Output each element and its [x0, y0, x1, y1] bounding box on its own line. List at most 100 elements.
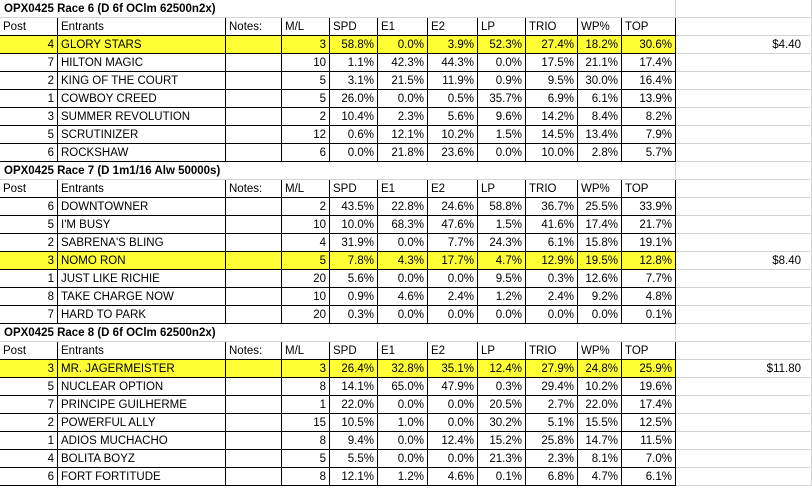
cell-entrant[interactable]: SCRUTINIZER: [58, 126, 226, 144]
cell-spd[interactable]: 31.9%: [330, 234, 378, 252]
cell-e1[interactable]: 0.0%: [378, 450, 428, 468]
column-header-top[interactable]: TOP: [622, 18, 676, 36]
empty-cell[interactable]: [676, 0, 812, 18]
empty-cell[interactable]: [676, 54, 812, 72]
cell-ml[interactable]: 10: [282, 54, 330, 72]
cell-entrant[interactable]: MR. JAGERMEISTER: [58, 360, 226, 378]
cell-lp[interactable]: 0.0%: [478, 144, 526, 162]
cell-top[interactable]: 0.1%: [622, 306, 676, 324]
cell-spd[interactable]: 43.5%: [330, 198, 378, 216]
column-header-entrant[interactable]: Entrants: [58, 342, 226, 360]
cell-e1[interactable]: 21.5%: [378, 72, 428, 90]
cell-trio[interactable]: 6.1%: [526, 234, 578, 252]
cell-e2[interactable]: 12.4%: [428, 432, 478, 450]
column-header-e1[interactable]: E1: [378, 180, 428, 198]
cell-notes[interactable]: [226, 234, 282, 252]
cell-post[interactable]: 5: [0, 216, 58, 234]
cell-post[interactable]: 5: [0, 126, 58, 144]
cell-top[interactable]: 7.0%: [622, 450, 676, 468]
cell-entrant[interactable]: NUCLEAR OPTION: [58, 378, 226, 396]
cell-entrant[interactable]: ROCKSHAW: [58, 144, 226, 162]
cell-e1[interactable]: 2.3%: [378, 108, 428, 126]
cell-trio[interactable]: 2.3%: [526, 450, 578, 468]
cell-wp[interactable]: 24.8%: [578, 360, 622, 378]
cell-wp[interactable]: 6.1%: [578, 90, 622, 108]
column-header-top[interactable]: TOP: [622, 180, 676, 198]
column-header-wp[interactable]: WP%: [578, 180, 622, 198]
cell-spd[interactable]: 10.5%: [330, 414, 378, 432]
cell-lp[interactable]: 4.7%: [478, 252, 526, 270]
cell-lp[interactable]: 0.0%: [478, 54, 526, 72]
cell-notes[interactable]: [226, 108, 282, 126]
cell-top[interactable]: 19.1%: [622, 234, 676, 252]
race-title[interactable]: OPX0425 Race 7 (D 1m1/16 Alw 50000s): [0, 162, 676, 180]
cell-e2[interactable]: 47.6%: [428, 216, 478, 234]
cell-entrant[interactable]: PRINCIPE GUILHERME: [58, 396, 226, 414]
cell-top[interactable]: 7.9%: [622, 126, 676, 144]
race-title[interactable]: OPX0425 Race 6 (D 6f OClm 62500n2x): [0, 0, 676, 18]
cell-notes[interactable]: [226, 396, 282, 414]
empty-cell[interactable]: [676, 378, 812, 396]
cell-wp[interactable]: 14.7%: [578, 432, 622, 450]
cell-top[interactable]: 12.5%: [622, 414, 676, 432]
column-header-lp[interactable]: LP: [478, 180, 526, 198]
cell-e2[interactable]: 0.0%: [428, 450, 478, 468]
cell-trio[interactable]: 2.7%: [526, 396, 578, 414]
cell-ml[interactable]: 4: [282, 234, 330, 252]
cell-top[interactable]: 6.1%: [622, 468, 676, 486]
cell-e1[interactable]: 0.0%: [378, 234, 428, 252]
cell-ml[interactable]: 2: [282, 198, 330, 216]
cell-spd[interactable]: 22.0%: [330, 396, 378, 414]
cell-top[interactable]: 21.7%: [622, 216, 676, 234]
cell-ml[interactable]: 5: [282, 72, 330, 90]
empty-cell[interactable]: [676, 180, 812, 198]
cell-post[interactable]: 1: [0, 270, 58, 288]
cell-notes[interactable]: [226, 270, 282, 288]
cell-lp[interactable]: 9.5%: [478, 270, 526, 288]
cell-lp[interactable]: 15.2%: [478, 432, 526, 450]
cell-spd[interactable]: 26.4%: [330, 360, 378, 378]
cell-entrant[interactable]: JUST LIKE RICHIE: [58, 270, 226, 288]
empty-cell[interactable]: [676, 216, 812, 234]
cell-post[interactable]: 6: [0, 198, 58, 216]
cell-post[interactable]: 5: [0, 378, 58, 396]
cell-lp[interactable]: 1.5%: [478, 216, 526, 234]
column-header-spd[interactable]: SPD: [330, 180, 378, 198]
cell-entrant[interactable]: POWERFUL ALLY: [58, 414, 226, 432]
empty-cell[interactable]: [676, 288, 812, 306]
cell-e2[interactable]: 0.0%: [428, 414, 478, 432]
cell-lp[interactable]: 20.5%: [478, 396, 526, 414]
cell-spd[interactable]: 0.9%: [330, 288, 378, 306]
cell-e2[interactable]: 0.0%: [428, 306, 478, 324]
cell-wp[interactable]: 8.4%: [578, 108, 622, 126]
payout-value[interactable]: $8.40: [676, 252, 812, 270]
empty-cell[interactable]: [676, 162, 812, 180]
cell-notes[interactable]: [226, 36, 282, 54]
cell-ml[interactable]: 8: [282, 432, 330, 450]
cell-e1[interactable]: 12.1%: [378, 126, 428, 144]
cell-top[interactable]: 7.7%: [622, 270, 676, 288]
cell-lp[interactable]: 21.3%: [478, 450, 526, 468]
cell-e1[interactable]: 0.0%: [378, 36, 428, 54]
cell-e1[interactable]: 42.3%: [378, 54, 428, 72]
cell-ml[interactable]: 8: [282, 378, 330, 396]
cell-ml[interactable]: 1: [282, 396, 330, 414]
cell-e1[interactable]: 4.3%: [378, 252, 428, 270]
cell-post[interactable]: 2: [0, 414, 58, 432]
column-header-ml[interactable]: M/L: [282, 18, 330, 36]
empty-cell[interactable]: [676, 198, 812, 216]
cell-lp[interactable]: 0.1%: [478, 468, 526, 486]
cell-trio[interactable]: 25.8%: [526, 432, 578, 450]
column-header-trio[interactable]: TRIO: [526, 180, 578, 198]
cell-ml[interactable]: 10: [282, 288, 330, 306]
cell-spd[interactable]: 10.4%: [330, 108, 378, 126]
cell-entrant[interactable]: ADIOS MUCHACHO: [58, 432, 226, 450]
column-header-notes[interactable]: Notes:: [226, 18, 282, 36]
empty-cell[interactable]: [676, 234, 812, 252]
cell-post[interactable]: 3: [0, 252, 58, 270]
column-header-post[interactable]: Post: [0, 180, 58, 198]
cell-lp[interactable]: 0.0%: [478, 306, 526, 324]
cell-e2[interactable]: 24.6%: [428, 198, 478, 216]
cell-trio[interactable]: 14.2%: [526, 108, 578, 126]
empty-cell[interactable]: [676, 144, 812, 162]
